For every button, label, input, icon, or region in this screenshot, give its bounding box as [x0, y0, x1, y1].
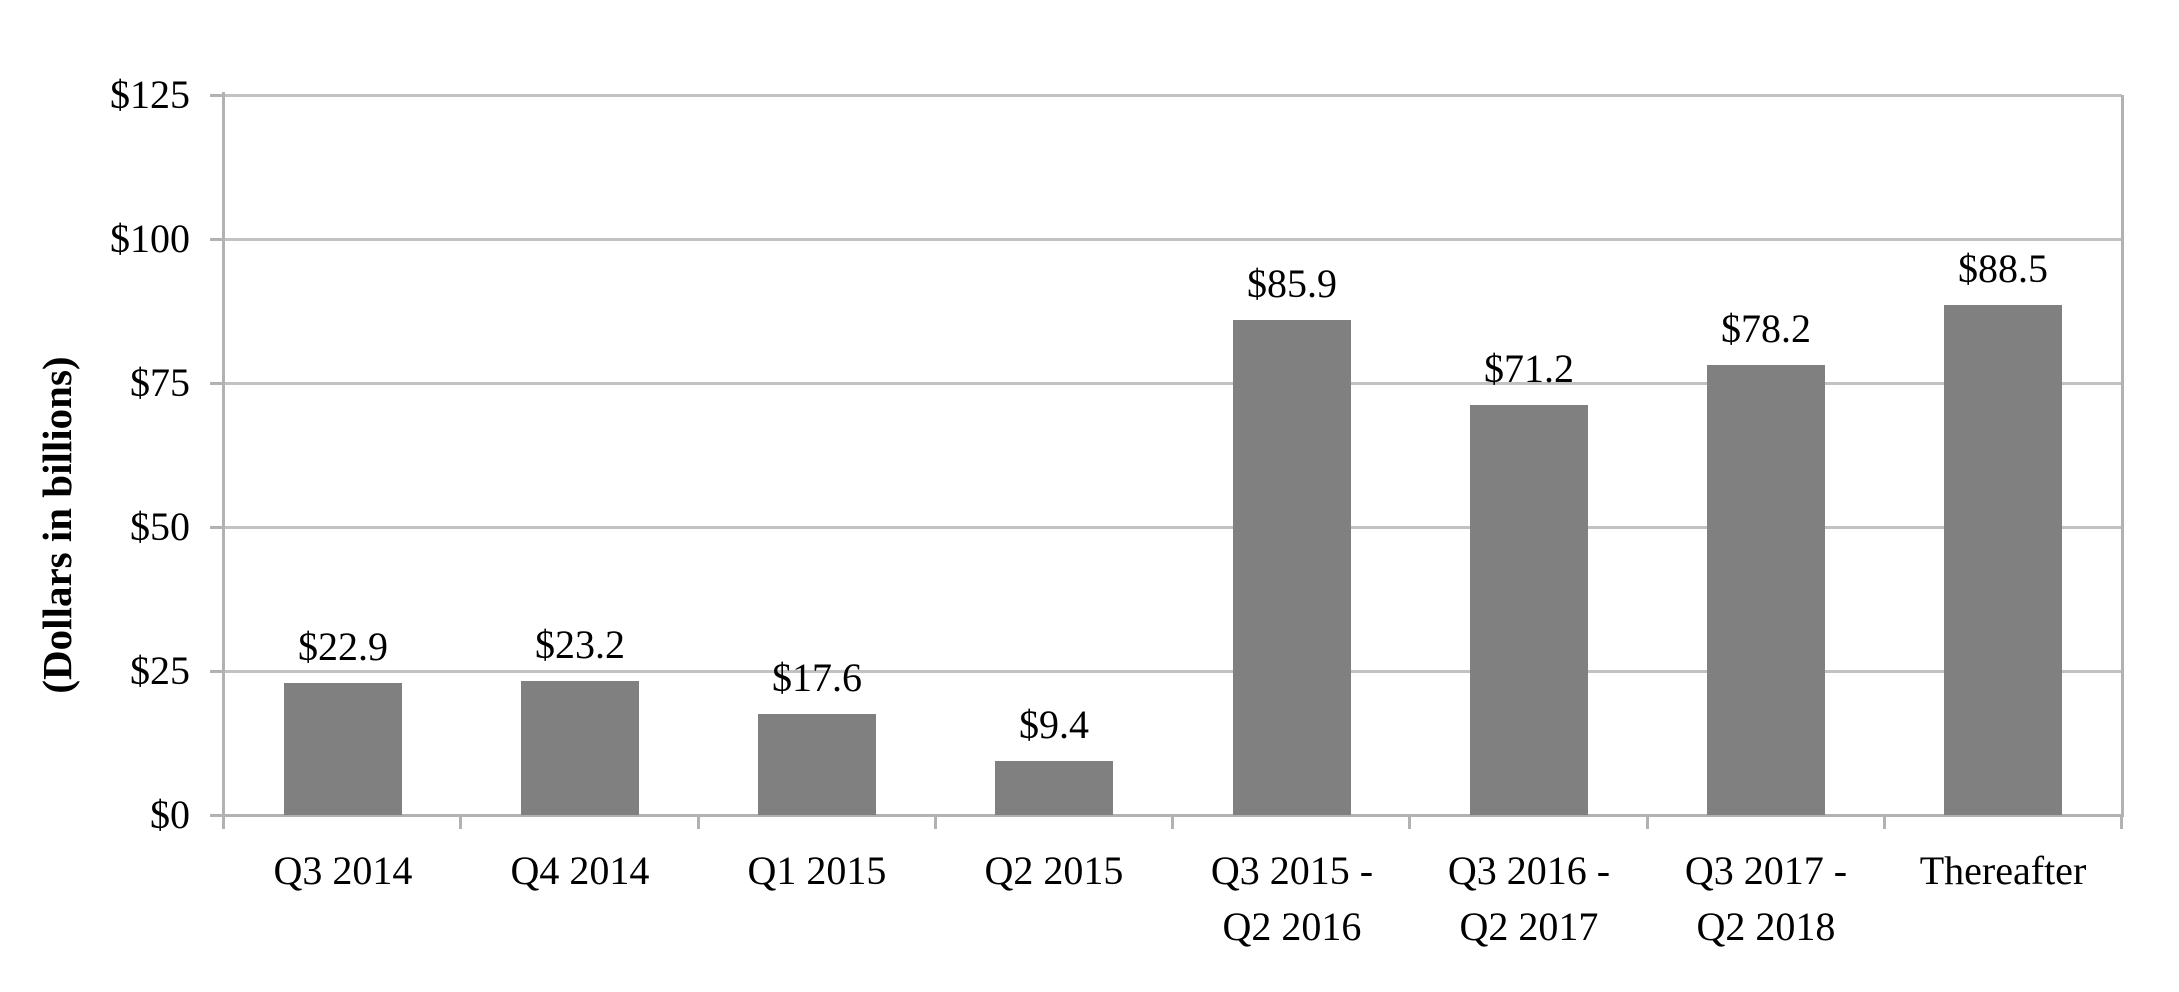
y-tick-label: $25: [130, 648, 190, 693]
x-tick-mark: [1883, 817, 1886, 829]
bar: [758, 714, 876, 815]
bar: [521, 681, 639, 815]
gridline: [224, 382, 2122, 385]
y-tick-mark: [210, 94, 222, 97]
x-category-label: Thereafter: [1919, 848, 2087, 893]
bar-value-label: $17.6: [772, 655, 862, 700]
bar-value-label: $85.9: [1247, 261, 1337, 306]
gridline: [224, 526, 2122, 529]
y-tick-label: $0: [150, 792, 190, 837]
y-tick-mark: [210, 238, 222, 241]
x-tick-mark: [934, 817, 937, 829]
bar-value-label: $78.2: [1721, 306, 1811, 351]
bar: [284, 683, 402, 815]
bar: [1944, 305, 2062, 815]
y-tick-mark: [210, 670, 222, 673]
y-tick-mark: [210, 814, 222, 817]
x-tick-mark: [1408, 817, 1411, 829]
y-axis-line: [222, 92, 225, 825]
x-category-label: Q3 2015 - Q2 2016: [1210, 848, 1374, 949]
bar: [1233, 320, 1351, 815]
x-tick-mark: [222, 817, 225, 829]
bar-value-label: $22.9: [298, 624, 388, 669]
y-tick-label: $50: [130, 504, 190, 549]
bar-value-label: $88.5: [1958, 246, 2048, 291]
x-tick-mark: [1171, 817, 1174, 829]
x-category-label: Q3 2016 - Q2 2017: [1447, 848, 1611, 949]
x-category-label: Q4 2014: [510, 848, 650, 893]
gridline: [224, 238, 2122, 241]
plot-right-border: [2121, 95, 2124, 815]
bar: [1470, 405, 1588, 815]
bar-value-label: $23.2: [535, 622, 625, 667]
y-tick-label: $125: [110, 72, 190, 117]
y-tick-mark: [210, 382, 222, 385]
x-tick-mark: [2120, 817, 2123, 829]
x-tick-mark: [1646, 817, 1649, 829]
bar: [1707, 365, 1825, 815]
x-axis-line: [222, 814, 2124, 817]
x-tick-mark: [697, 817, 700, 829]
x-category-label: Q1 2015: [747, 848, 887, 893]
gridline: [224, 94, 2122, 97]
y-tick-mark: [210, 526, 222, 529]
y-tick-label: $75: [130, 360, 190, 405]
x-tick-mark: [459, 817, 462, 829]
x-category-label: Q3 2017 - Q2 2018: [1684, 848, 1848, 949]
x-category-label: Q3 2014: [273, 848, 413, 893]
bar-value-label: $71.2: [1484, 346, 1574, 391]
gridline: [224, 670, 2122, 673]
x-category-label: Q2 2015: [984, 848, 1124, 893]
bar: [995, 761, 1113, 815]
y-tick-label: $100: [110, 216, 190, 261]
bar-value-label: $9.4: [1019, 702, 1089, 747]
